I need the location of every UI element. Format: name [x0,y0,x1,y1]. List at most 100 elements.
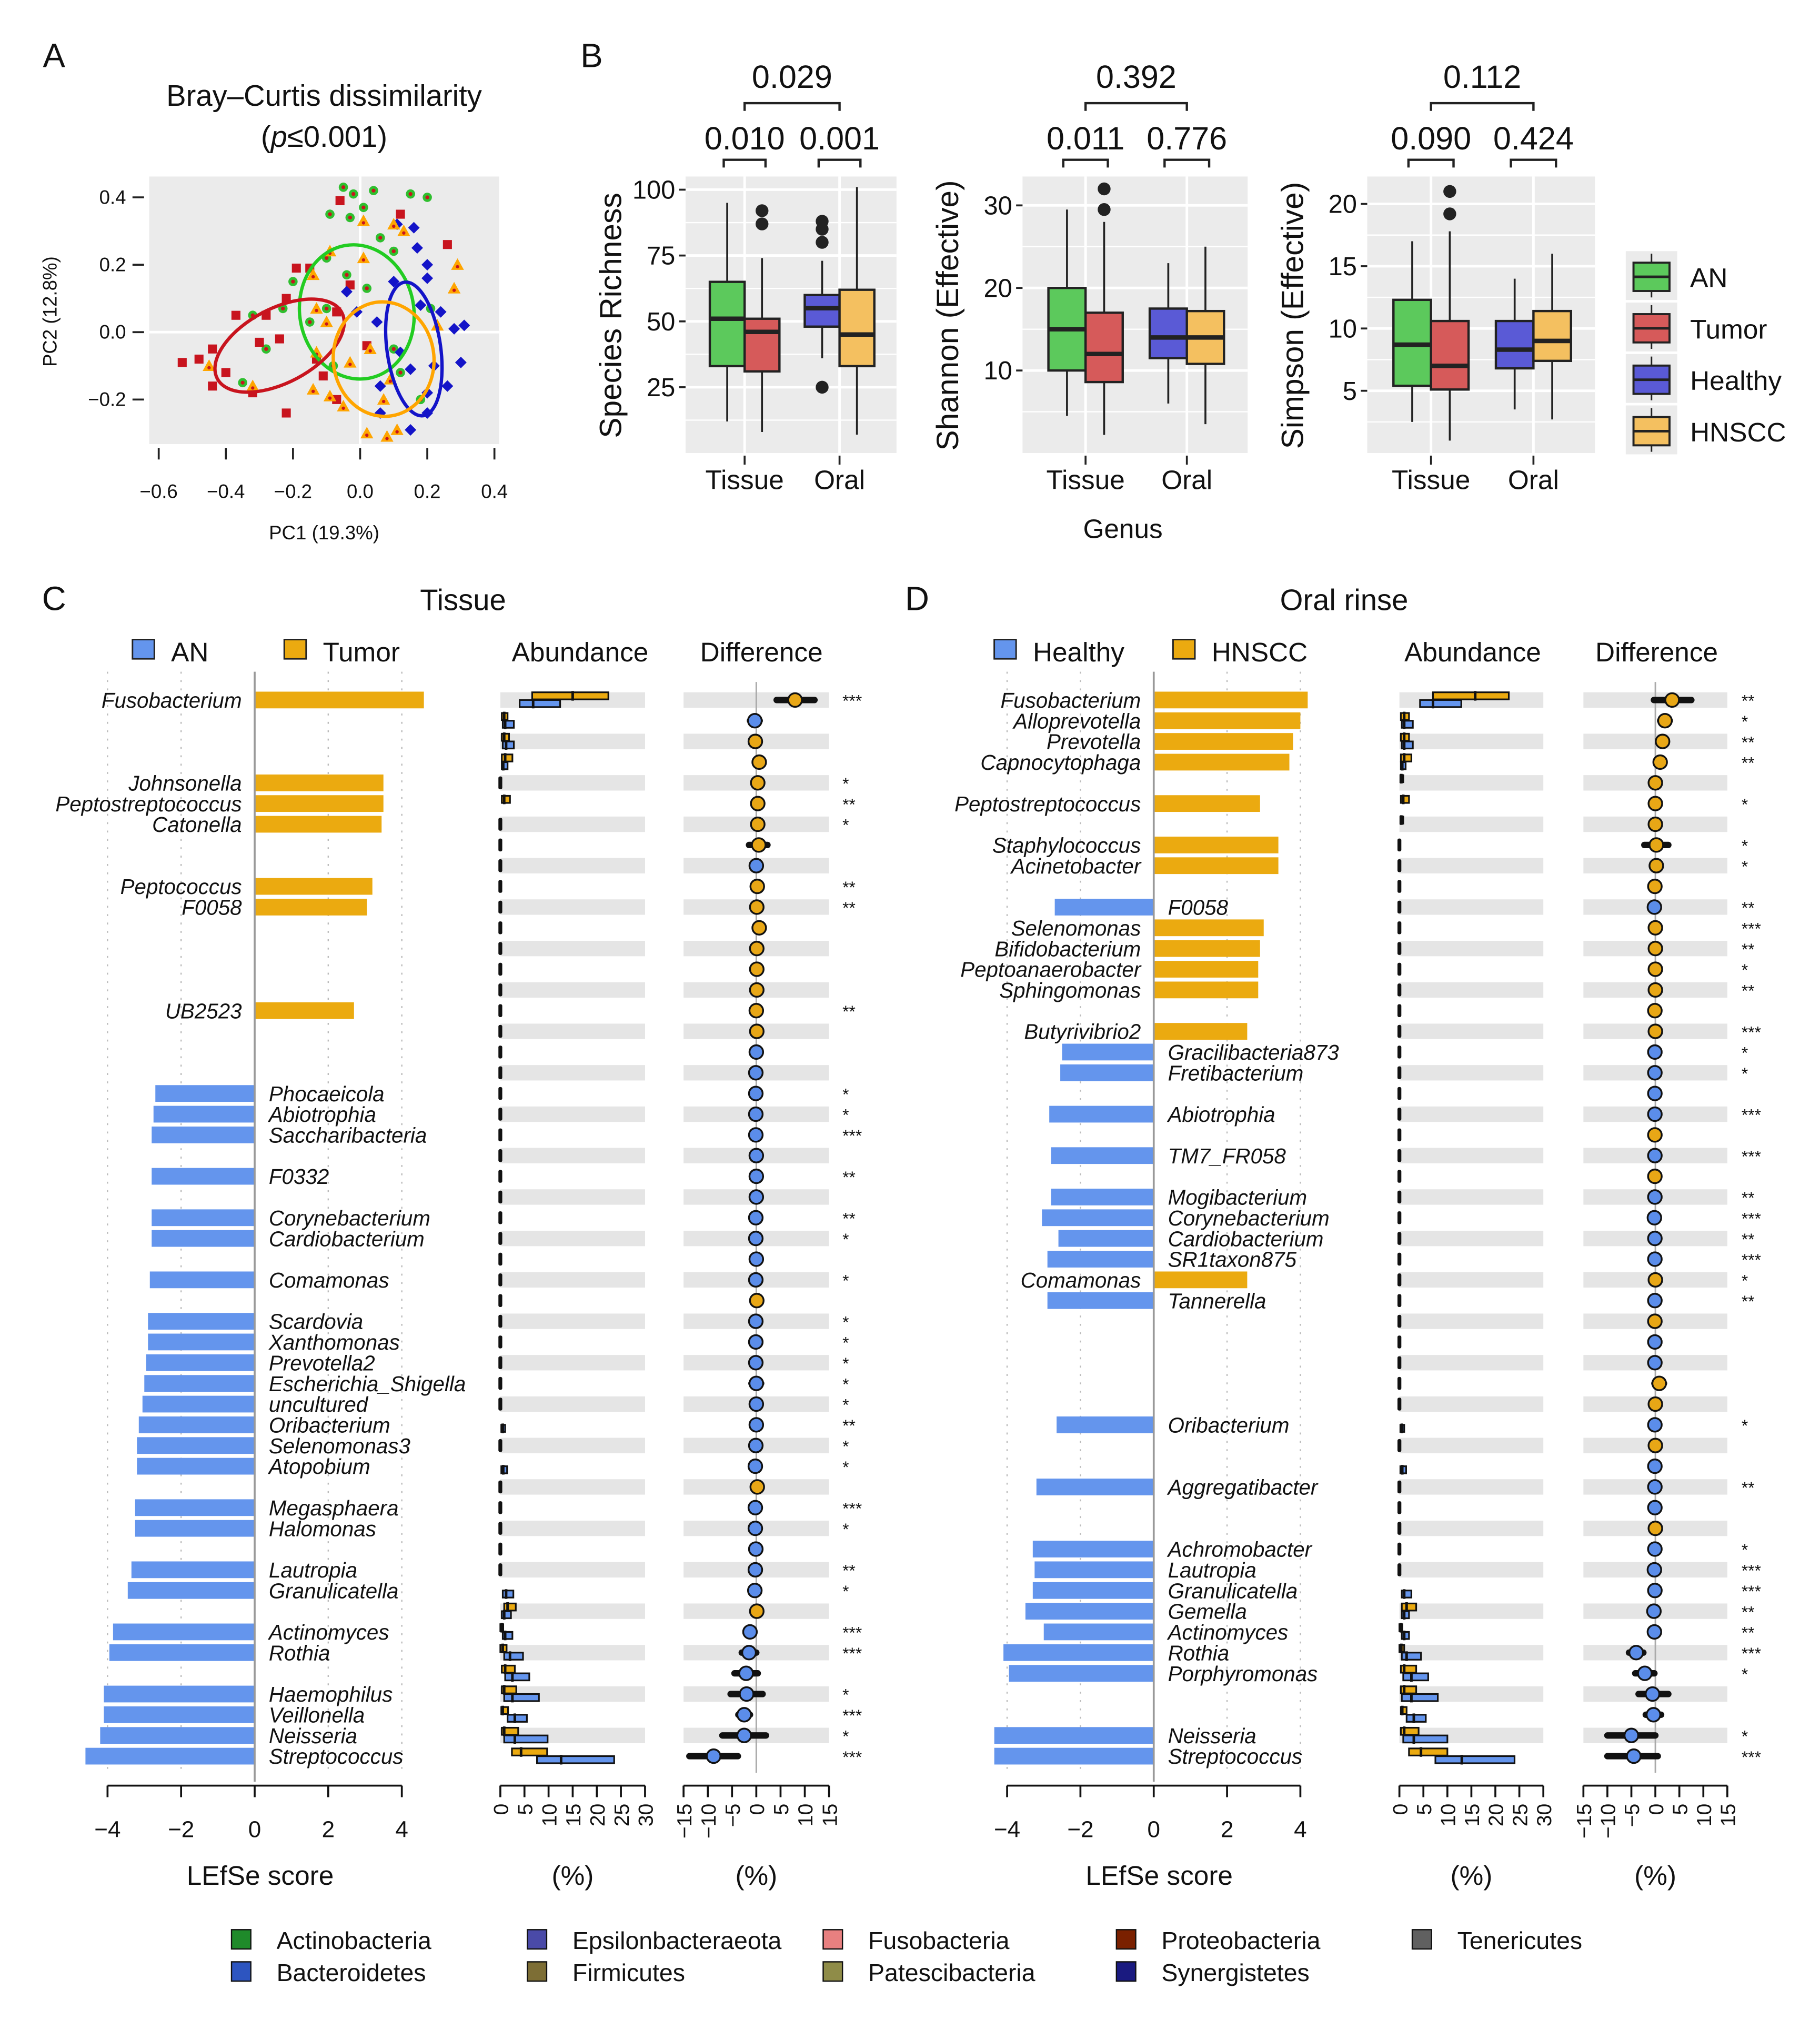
point-hnscc [360,427,374,439]
significance-bracket [1510,158,1557,168]
taxon-label: Lautropia [269,1558,357,1582]
row-stripe [1399,940,1544,957]
taxon-label: Oribacterium [1168,1413,1290,1438]
difference-point [1647,1086,1663,1101]
phylum-label: Bacteroidetes [277,1959,426,1986]
lefse-bar [1153,712,1301,729]
difference-point [1647,1230,1663,1247]
abundance-box-group1 [1405,1714,1427,1723]
abundance-box-minimal [1397,1376,1402,1390]
lefse-bar [994,1747,1154,1765]
point-tumor [194,354,204,364]
point-healthy [374,380,386,392]
phylum-swatch [527,1961,548,1982]
abundance-box-minimal [498,1128,502,1142]
abundance-box-group2 [501,753,514,762]
point-center [311,275,315,279]
ellipse-healthy [384,280,444,418]
point-center [398,370,403,375]
abundance-box-minimal [1397,1542,1402,1556]
panel-letter-a: A [43,37,65,75]
difference-point [748,1003,765,1019]
lefse-bar [1032,1541,1154,1557]
difference-point [1646,1562,1662,1578]
taxon-row: Oribacterium ** [138,1413,856,1438]
taxon-row: Prevotella ** [1047,730,1755,754]
difference-point [1652,754,1668,770]
legend-label: Tumor [1690,314,1767,344]
abundance-box-minimal [498,1149,502,1162]
row-stripe [1399,733,1544,749]
phylum-label: Proteobacteria [1161,1927,1320,1954]
difference-point [1655,733,1671,749]
difference-point [742,1624,758,1640]
x-tick-label: 10 [538,1804,561,1827]
difference-point [1647,940,1663,957]
row-stripe [1399,1313,1544,1329]
lefse-bar [109,1644,255,1661]
point-center [348,363,352,366]
taxon-row: Lautropia ** [131,1558,856,1582]
row-stripe [500,940,645,957]
difference-point [747,1500,763,1515]
taxon-row [501,1664,761,1682]
x-tick-label: 0.4 [481,481,508,503]
abundance-box-minimal [1397,1128,1402,1142]
difference-point [1647,1272,1663,1288]
abundance-box-minimal [1397,962,1402,976]
legend-label: HNSCC [1690,417,1786,447]
taxon-row [1397,878,1663,895]
significance-stars: * [842,1230,849,1249]
abundance-box-minimal [1397,1356,1402,1370]
taxon-row: Neisseria * [994,1724,1748,1748]
taxon-row: Halomonas * [135,1516,849,1541]
difference-point [1647,1334,1663,1350]
difference-point [1623,1727,1640,1743]
significance-stars: * [842,816,849,835]
point-hnscc [320,315,333,327]
point-tumor [443,240,452,249]
y-tick-label: 0.2 [99,254,126,275]
abundance-box-group1 [1419,699,1462,708]
point-center [341,406,345,410]
taxon-label: Bifidobacterium [994,937,1141,961]
abundance-box-minimal [1397,1522,1402,1535]
abundance-box-minimal [498,859,502,872]
taxon-row: Catonella * [152,812,849,837]
taxon-row: Gemella ** [1025,1600,1755,1624]
taxon-label: Catonella [152,812,242,837]
taxon-label: Tannerella [1168,1289,1266,1313]
x-tick-label: 2 [1221,1816,1233,1842]
taxon-row: Streptococcus *** [85,1744,862,1768]
abundance-box-minimal [498,1335,502,1349]
outlier [816,380,829,394]
y-axis-label: Species Richness [594,193,628,438]
lefse-bar [1036,1479,1154,1495]
point-center [385,437,389,440]
phylum-legend-item: Tenericutes [1411,1927,1582,1954]
lefse-bar [255,1002,354,1019]
taxon-row: Corynebacterium *** [1042,1206,1761,1230]
taxon-row: F0058 ** [182,896,856,920]
point-center [328,396,332,400]
row-stripe [1399,1189,1544,1205]
row-stripe [500,1230,645,1247]
p-value-label: 0.112 [1443,59,1521,95]
x-tick-label: Oral [1508,465,1559,495]
difference-point [787,692,803,708]
taxon-row [1397,1168,1663,1184]
y-tick-label: 10 [1329,315,1357,343]
lefse-bar [255,691,424,709]
lefse-bar [149,1271,255,1289]
row-stripe [500,1065,645,1081]
taxon-label: Johnsonella [128,771,242,795]
p-value-label: 0.090 [1391,120,1471,156]
lefse-bar [137,1458,255,1475]
phylum-swatch [822,1929,843,1950]
significance-stars: ** [1742,1602,1755,1621]
taxon-label: Gracilibacteria873 [1168,1040,1340,1064]
point-hnscc [451,258,464,270]
point-healthy [435,306,447,318]
lefse-bar [1153,981,1259,999]
significance-stars: * [842,1312,849,1331]
